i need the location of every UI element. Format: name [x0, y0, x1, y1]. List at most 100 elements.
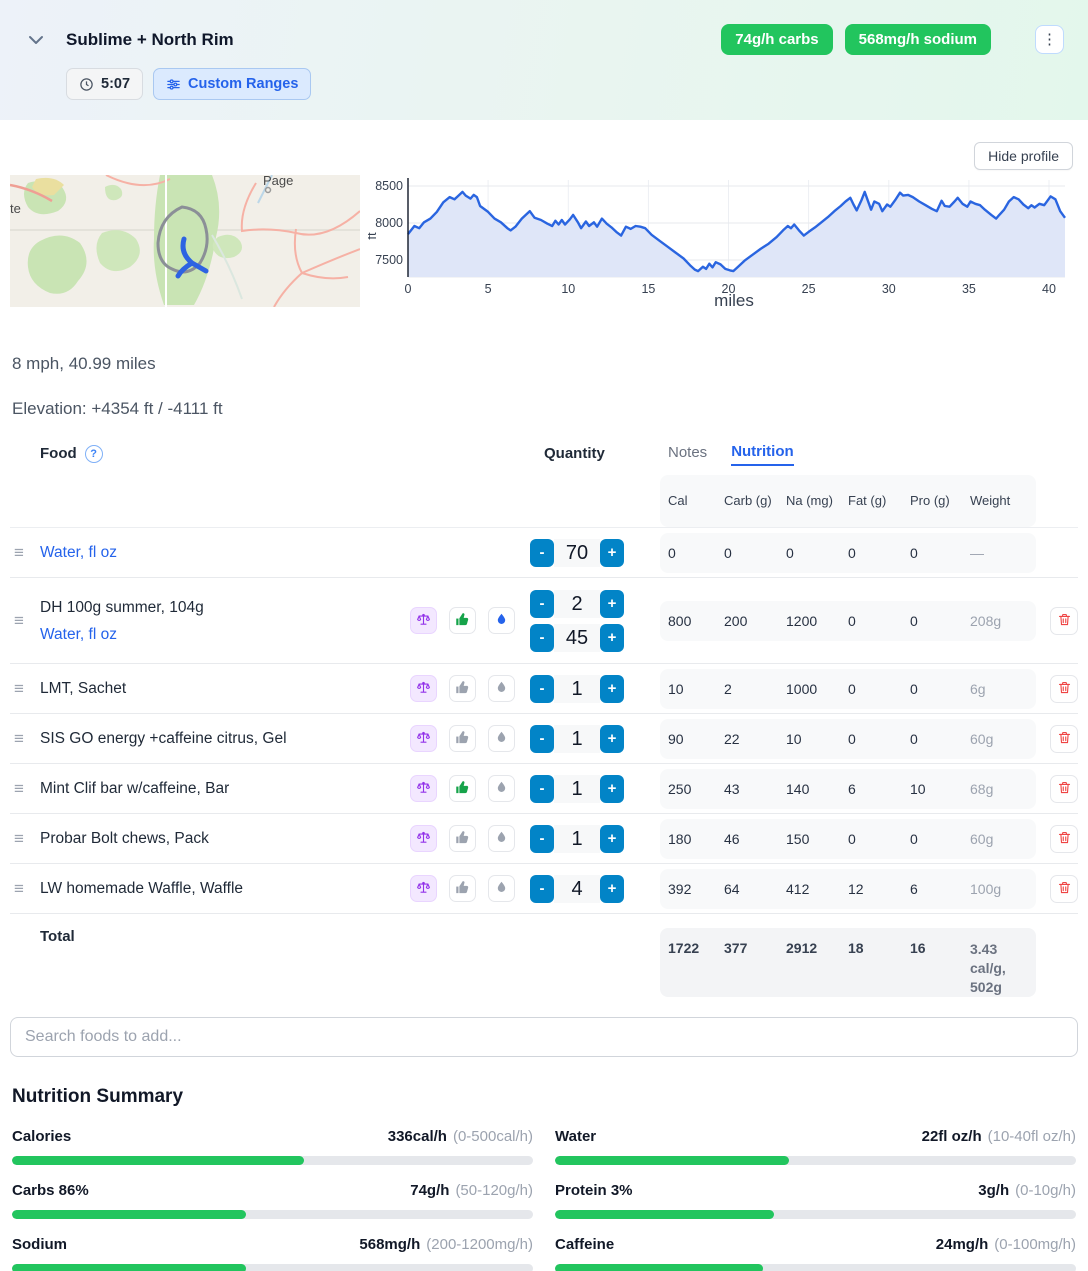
- cell-na: 140: [786, 781, 848, 797]
- summary-item: Calories336cal/h(0-500cal/h): [12, 1128, 533, 1165]
- quantity-decrease-button[interactable]: -: [530, 675, 554, 703]
- elevation-chart[interactable]: 8500800075000510152025303540ftmiles: [368, 170, 1080, 316]
- scale-button[interactable]: [410, 825, 437, 852]
- cell-na: 1000: [786, 681, 848, 697]
- thumbs-up-icon: [455, 612, 470, 630]
- quantity-value[interactable]: 1: [554, 825, 600, 853]
- scale-button[interactable]: [410, 775, 437, 802]
- droplet-button[interactable]: [488, 825, 515, 852]
- droplet-button[interactable]: [488, 775, 515, 802]
- scale-button[interactable]: [410, 725, 437, 752]
- summary-label: Caffeine: [555, 1236, 614, 1253]
- cell-fat: 0: [848, 731, 910, 747]
- thumbs-up-button[interactable]: [449, 775, 476, 802]
- quantity-stepper: -70+: [530, 539, 640, 567]
- thumbs-up-button[interactable]: [449, 875, 476, 902]
- more-options-button[interactable]: ⋮: [1035, 25, 1064, 54]
- help-icon[interactable]: ?: [85, 445, 103, 463]
- drag-handle-icon[interactable]: ≡: [14, 779, 24, 798]
- search-foods-input[interactable]: [10, 1017, 1078, 1057]
- delete-food-button[interactable]: [1050, 825, 1078, 853]
- drag-handle-icon[interactable]: ≡: [14, 543, 24, 562]
- quantity-increase-button[interactable]: +: [600, 875, 624, 903]
- quantity-value[interactable]: 1: [554, 725, 600, 753]
- droplet-button[interactable]: [488, 675, 515, 702]
- quantity-decrease-button[interactable]: -: [530, 624, 554, 652]
- duration-chip[interactable]: 5:07: [66, 68, 143, 100]
- cell-cal: 10: [668, 681, 724, 697]
- cell-pro: 0: [910, 681, 970, 697]
- quantity-value[interactable]: 1: [554, 775, 600, 803]
- drag-handle-icon[interactable]: ≡: [14, 679, 24, 698]
- droplet-icon: [494, 830, 509, 848]
- delete-food-button[interactable]: [1050, 607, 1078, 635]
- map-edge-label: te: [10, 201, 21, 216]
- quantity-decrease-button[interactable]: -: [530, 539, 554, 567]
- cell-carb: 22: [724, 731, 786, 747]
- tab-nutrition[interactable]: Nutrition: [731, 443, 793, 466]
- thumbs-up-button[interactable]: [449, 675, 476, 702]
- drag-handle-icon[interactable]: ≡: [14, 729, 24, 748]
- scale-button[interactable]: [410, 607, 437, 634]
- quantity-decrease-button[interactable]: -: [530, 725, 554, 753]
- thumbs-up-button[interactable]: [449, 607, 476, 634]
- quantity-increase-button[interactable]: +: [600, 775, 624, 803]
- quantity-value[interactable]: 1: [554, 675, 600, 703]
- food-name[interactable]: Water, fl oz: [40, 621, 410, 648]
- drag-handle-icon[interactable]: ≡: [14, 829, 24, 848]
- cell-na: 1200: [786, 613, 848, 629]
- summary-item: Carbs 86%74g/h(50-120g/h): [12, 1182, 533, 1219]
- quantity-decrease-button[interactable]: -: [530, 825, 554, 853]
- droplet-button[interactable]: [488, 607, 515, 634]
- food-name: SIS GO energy +caffeine citrus, Gel: [40, 725, 410, 752]
- quantity-increase-button[interactable]: +: [600, 675, 624, 703]
- thumbs-up-icon: [455, 830, 470, 848]
- quantity-decrease-button[interactable]: -: [530, 875, 554, 903]
- cell-fat: 12: [848, 881, 910, 897]
- cell-fat: 0: [848, 613, 910, 629]
- drag-handle-icon[interactable]: ≡: [14, 879, 24, 898]
- thumbs-up-button[interactable]: [449, 825, 476, 852]
- header: Sublime + North Rim 74g/h carbs 568mg/h …: [0, 0, 1088, 120]
- quantity-value[interactable]: 45: [554, 624, 600, 652]
- sodium-rate-badge: 568mg/h sodium: [845, 24, 991, 55]
- droplet-icon: [494, 680, 509, 698]
- tab-notes[interactable]: Notes: [668, 444, 707, 466]
- delete-food-button[interactable]: [1050, 675, 1078, 703]
- quantity-increase-button[interactable]: +: [600, 624, 624, 652]
- scale-icon: [416, 612, 431, 630]
- quantity-decrease-button[interactable]: -: [530, 590, 554, 618]
- nutrition-summary-title: Nutrition Summary: [12, 1086, 1076, 1108]
- hide-profile-button[interactable]: Hide profile: [974, 142, 1073, 170]
- delete-food-button[interactable]: [1050, 725, 1078, 753]
- drag-handle-icon[interactable]: ≡: [14, 611, 24, 630]
- delete-food-button[interactable]: [1050, 775, 1078, 803]
- cell-pro: 0: [910, 545, 970, 561]
- droplet-button[interactable]: [488, 725, 515, 752]
- chevron-down-icon[interactable]: [24, 28, 48, 52]
- quantity-value[interactable]: 4: [554, 875, 600, 903]
- map-thumbnail[interactable]: Page te: [10, 175, 360, 307]
- quantity-value[interactable]: 2: [554, 590, 600, 618]
- cell-weight: 68g: [970, 781, 1028, 797]
- cell-weight: 6g: [970, 681, 1028, 697]
- quantity-increase-button[interactable]: +: [600, 725, 624, 753]
- thumbs-up-icon: [455, 780, 470, 798]
- cell-weight: 60g: [970, 831, 1028, 847]
- quantity-decrease-button[interactable]: -: [530, 775, 554, 803]
- thumbs-up-button[interactable]: [449, 725, 476, 752]
- custom-ranges-button[interactable]: Custom Ranges: [153, 68, 311, 100]
- delete-food-button[interactable]: [1050, 875, 1078, 903]
- droplet-button[interactable]: [488, 875, 515, 902]
- scale-button[interactable]: [410, 875, 437, 902]
- summary-value: 74g/h: [410, 1182, 449, 1199]
- quantity-increase-button[interactable]: +: [600, 590, 624, 618]
- cell-pro: 0: [910, 613, 970, 629]
- quantity-value[interactable]: 70: [554, 539, 600, 567]
- quantity-increase-button[interactable]: +: [600, 825, 624, 853]
- scale-button[interactable]: [410, 675, 437, 702]
- cell-na: 10: [786, 731, 848, 747]
- quantity-increase-button[interactable]: +: [600, 539, 624, 567]
- food-name[interactable]: Water, fl oz: [40, 539, 410, 566]
- cell-carb: 64: [724, 881, 786, 897]
